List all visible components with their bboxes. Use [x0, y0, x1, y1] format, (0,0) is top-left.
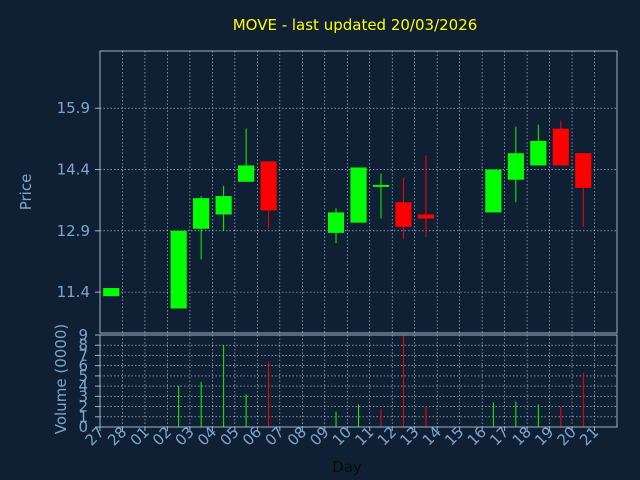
volume-bars [178, 335, 584, 427]
candle-body [507, 153, 524, 180]
price-plot-frame [99, 50, 618, 334]
price-candles [103, 128, 592, 309]
volume-plot-frame [99, 334, 618, 428]
candle-body [395, 202, 412, 227]
candle-body [417, 214, 435, 219]
candle-body [372, 184, 390, 187]
candle-body [215, 196, 232, 215]
price-y-tick-label: 15.9 [57, 99, 90, 117]
candle-body [238, 165, 255, 182]
volume-y-tick-label: 5 [78, 367, 88, 385]
candle-body [530, 140, 547, 166]
candle-body [103, 288, 120, 297]
volume-y-tick-label: 2 [78, 398, 88, 416]
candle-body [552, 128, 569, 166]
chart-title: MOVE - last updated 20/03/2026 [233, 16, 478, 34]
price-grid [100, 51, 617, 333]
candle-body [327, 212, 345, 233]
candle-body [485, 169, 502, 213]
volume-y-tick-label: 6 [78, 357, 88, 375]
volume-y-tick-label: 8 [78, 336, 88, 354]
volume-y-tick-label: 7 [78, 346, 88, 364]
price-y-tick-label: 14.4 [57, 161, 90, 179]
candle-body [260, 161, 277, 211]
x-axis-tick-labels: 2728010203040506070809101112131415161718… [82, 423, 603, 449]
x-axis-label: Day [332, 458, 362, 476]
volume-y-tick-label: 1 [78, 408, 88, 426]
volume-y-tick-label: 9 [78, 326, 88, 344]
price-panel: 11.4 12.9 14.4 15.9 Price [17, 50, 618, 334]
candle-body [170, 230, 187, 309]
candle-body [350, 167, 367, 223]
price-y-tick-labels: 11.4 12.9 14.4 15.9 [57, 99, 100, 301]
price-y-tick-label: 12.9 [57, 222, 90, 240]
volume-y-tick-label: 0 [78, 418, 88, 436]
candle-body [575, 153, 592, 188]
price-axis-label: Price [17, 174, 35, 211]
volume-grid [100, 334, 617, 427]
volume-y-tick-label: 3 [78, 387, 88, 405]
volume-y-tick-label: 4 [78, 377, 88, 395]
volume-axis-label: Volume (0000) [52, 324, 70, 434]
candle-body [193, 198, 210, 229]
price-y-tick-label: 11.4 [57, 283, 90, 301]
